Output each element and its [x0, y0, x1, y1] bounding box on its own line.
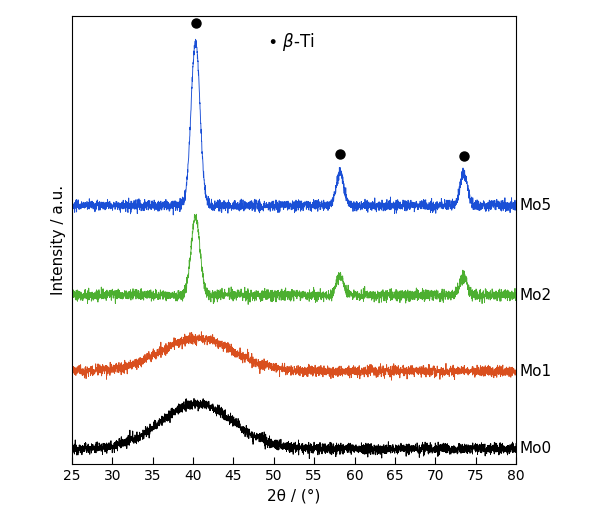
Y-axis label: Intensity / a.u.: Intensity / a.u. [52, 185, 67, 295]
Text: Mo1: Mo1 [519, 364, 551, 379]
Text: Mo0: Mo0 [519, 441, 551, 456]
X-axis label: 2θ / (°): 2θ / (°) [268, 488, 320, 503]
Text: Mo2: Mo2 [519, 288, 551, 302]
Text: $\bullet$ $\it{\beta}$-Ti: $\bullet$ $\it{\beta}$-Ti [268, 32, 315, 53]
Text: Mo5: Mo5 [519, 198, 551, 213]
